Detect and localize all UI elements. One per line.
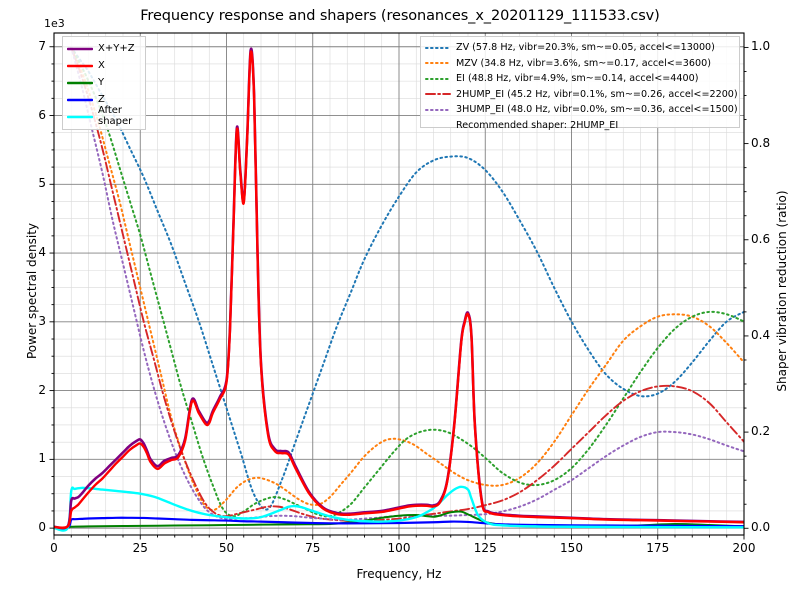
y-tick-label-left: 0 [38, 520, 46, 535]
psd-curve-x [54, 50, 744, 529]
shaper-legend: ZV (57.8 Hz, vibr=20.3%, sm~=0.05, accel… [420, 36, 740, 131]
psd-curve-z [54, 516, 744, 530]
legend-item-label: EI (48.8 Hz, vibr=4.9%, sm~=0.14, accel<… [456, 73, 699, 85]
legend-line-swatch [67, 44, 93, 54]
shaper-curve-zv [70, 46, 744, 511]
shaper-curve-3hump_ei [70, 46, 744, 521]
legend-item-label: X [98, 60, 105, 71]
legend-item-y[interactable]: Y [67, 74, 141, 91]
y-tick-label-left: 3 [38, 313, 46, 328]
x-tick-label: 150 [560, 541, 583, 555]
y-axis-right-label: Shaper vibration reduction (ratio) [775, 190, 789, 392]
legend-line-swatch [425, 74, 451, 84]
x-tick-label: 125 [473, 541, 497, 555]
legend-item-after-shaper[interactable]: After shaper [67, 105, 141, 127]
legend-item-mzv[interactable]: MZV (34.8 Hz, vibr=3.6%, sm~=0.17, accel… [425, 56, 735, 72]
legend-item-x-y-z[interactable]: X+Y+Z [67, 40, 141, 57]
y-tick-label-left: 1 [38, 451, 46, 466]
legend-item-zv[interactable]: ZV (57.8 Hz, vibr=20.3%, sm~=0.05, accel… [425, 40, 735, 56]
y-axis-exponent-label: 1e3 [44, 17, 65, 30]
legend-line-swatch [67, 78, 93, 88]
x-tick-label: 175 [646, 541, 670, 555]
legend-line-swatch [425, 43, 451, 53]
x-tick-label: 200 [732, 541, 756, 555]
legend-item-label: Z [98, 94, 105, 105]
legend-item-label: After shaper [98, 105, 133, 127]
x-tick-label: 100 [387, 541, 411, 555]
x-tick-label: 50 [218, 541, 235, 555]
legend-line-swatch [67, 61, 93, 71]
axes-spines [49, 32, 749, 540]
legend-item-x[interactable]: X [67, 57, 141, 74]
legend-item-label: MZV (34.8 Hz, vibr=3.6%, sm~=0.17, accel… [456, 57, 711, 69]
y-tick-label-left: 2 [38, 382, 46, 397]
legend-line-swatch [67, 95, 93, 105]
y-tick-label-left: 7 [38, 38, 46, 53]
legend-item-label: Y [98, 77, 105, 88]
y-tick-label-right: 0.6 [751, 231, 771, 246]
x-axis-label: Frequency, Hz [356, 567, 442, 581]
psd-curve-after-shaper [54, 485, 744, 532]
legend-item-3hump_ei[interactable]: 3HUMP_EI (48.0 Hz, vibr=0.0%, sm~=0.36, … [425, 102, 738, 118]
x-tick-label: 75 [305, 541, 321, 555]
signal-legend: X+Y+Z X Y Z After shaper [62, 36, 146, 130]
y-axis-left-label: Power spectral density [25, 222, 39, 360]
y-tick-label-right: 0.0 [751, 520, 771, 535]
legend-line-swatch [425, 89, 451, 99]
page-title: Frequency response and shapers (resonanc… [140, 8, 660, 24]
legend-item-label: 3HUMP_EI (48.0 Hz, vibr=0.0%, sm~=0.36, … [456, 104, 738, 116]
x-tick-label: 0 [50, 541, 58, 555]
y-tick-label-right: 0.4 [751, 327, 771, 342]
legend-item-label: 2HUMP_EI (45.2 Hz, vibr=0.1%, sm~=0.26, … [456, 88, 738, 100]
recommended-shaper-note: Recommended shaper: 2HUMP_EI [456, 119, 619, 131]
legend-item-2hump_ei[interactable]: 2HUMP_EI (45.2 Hz, vibr=0.1%, sm~=0.26, … [425, 87, 738, 103]
y-tick-label-right: 0.8 [751, 135, 771, 150]
legend-line-swatch [425, 58, 451, 68]
shaper-curve-mzv [70, 46, 744, 512]
y-tick-label-right: 0.2 [751, 424, 771, 439]
y-tick-label-left: 4 [38, 245, 46, 260]
y-tick-label-right: 1.0 [751, 39, 771, 54]
y-tick-label-left: 5 [38, 176, 46, 191]
legend-item-label: X+Y+Z [98, 43, 135, 54]
x-tick-label: 25 [132, 541, 148, 555]
legend-line-swatch [67, 112, 93, 122]
legend-item-label: ZV (57.8 Hz, vibr=20.3%, sm~=0.05, accel… [456, 42, 715, 54]
legend-line-swatch [425, 105, 451, 115]
legend-item-ei[interactable]: EI (48.8 Hz, vibr=4.9%, sm~=0.14, accel<… [425, 71, 735, 87]
y-tick-label-left: 6 [38, 107, 46, 122]
legend-item-z[interactable]: Z [67, 91, 141, 108]
data-layer [54, 46, 744, 532]
